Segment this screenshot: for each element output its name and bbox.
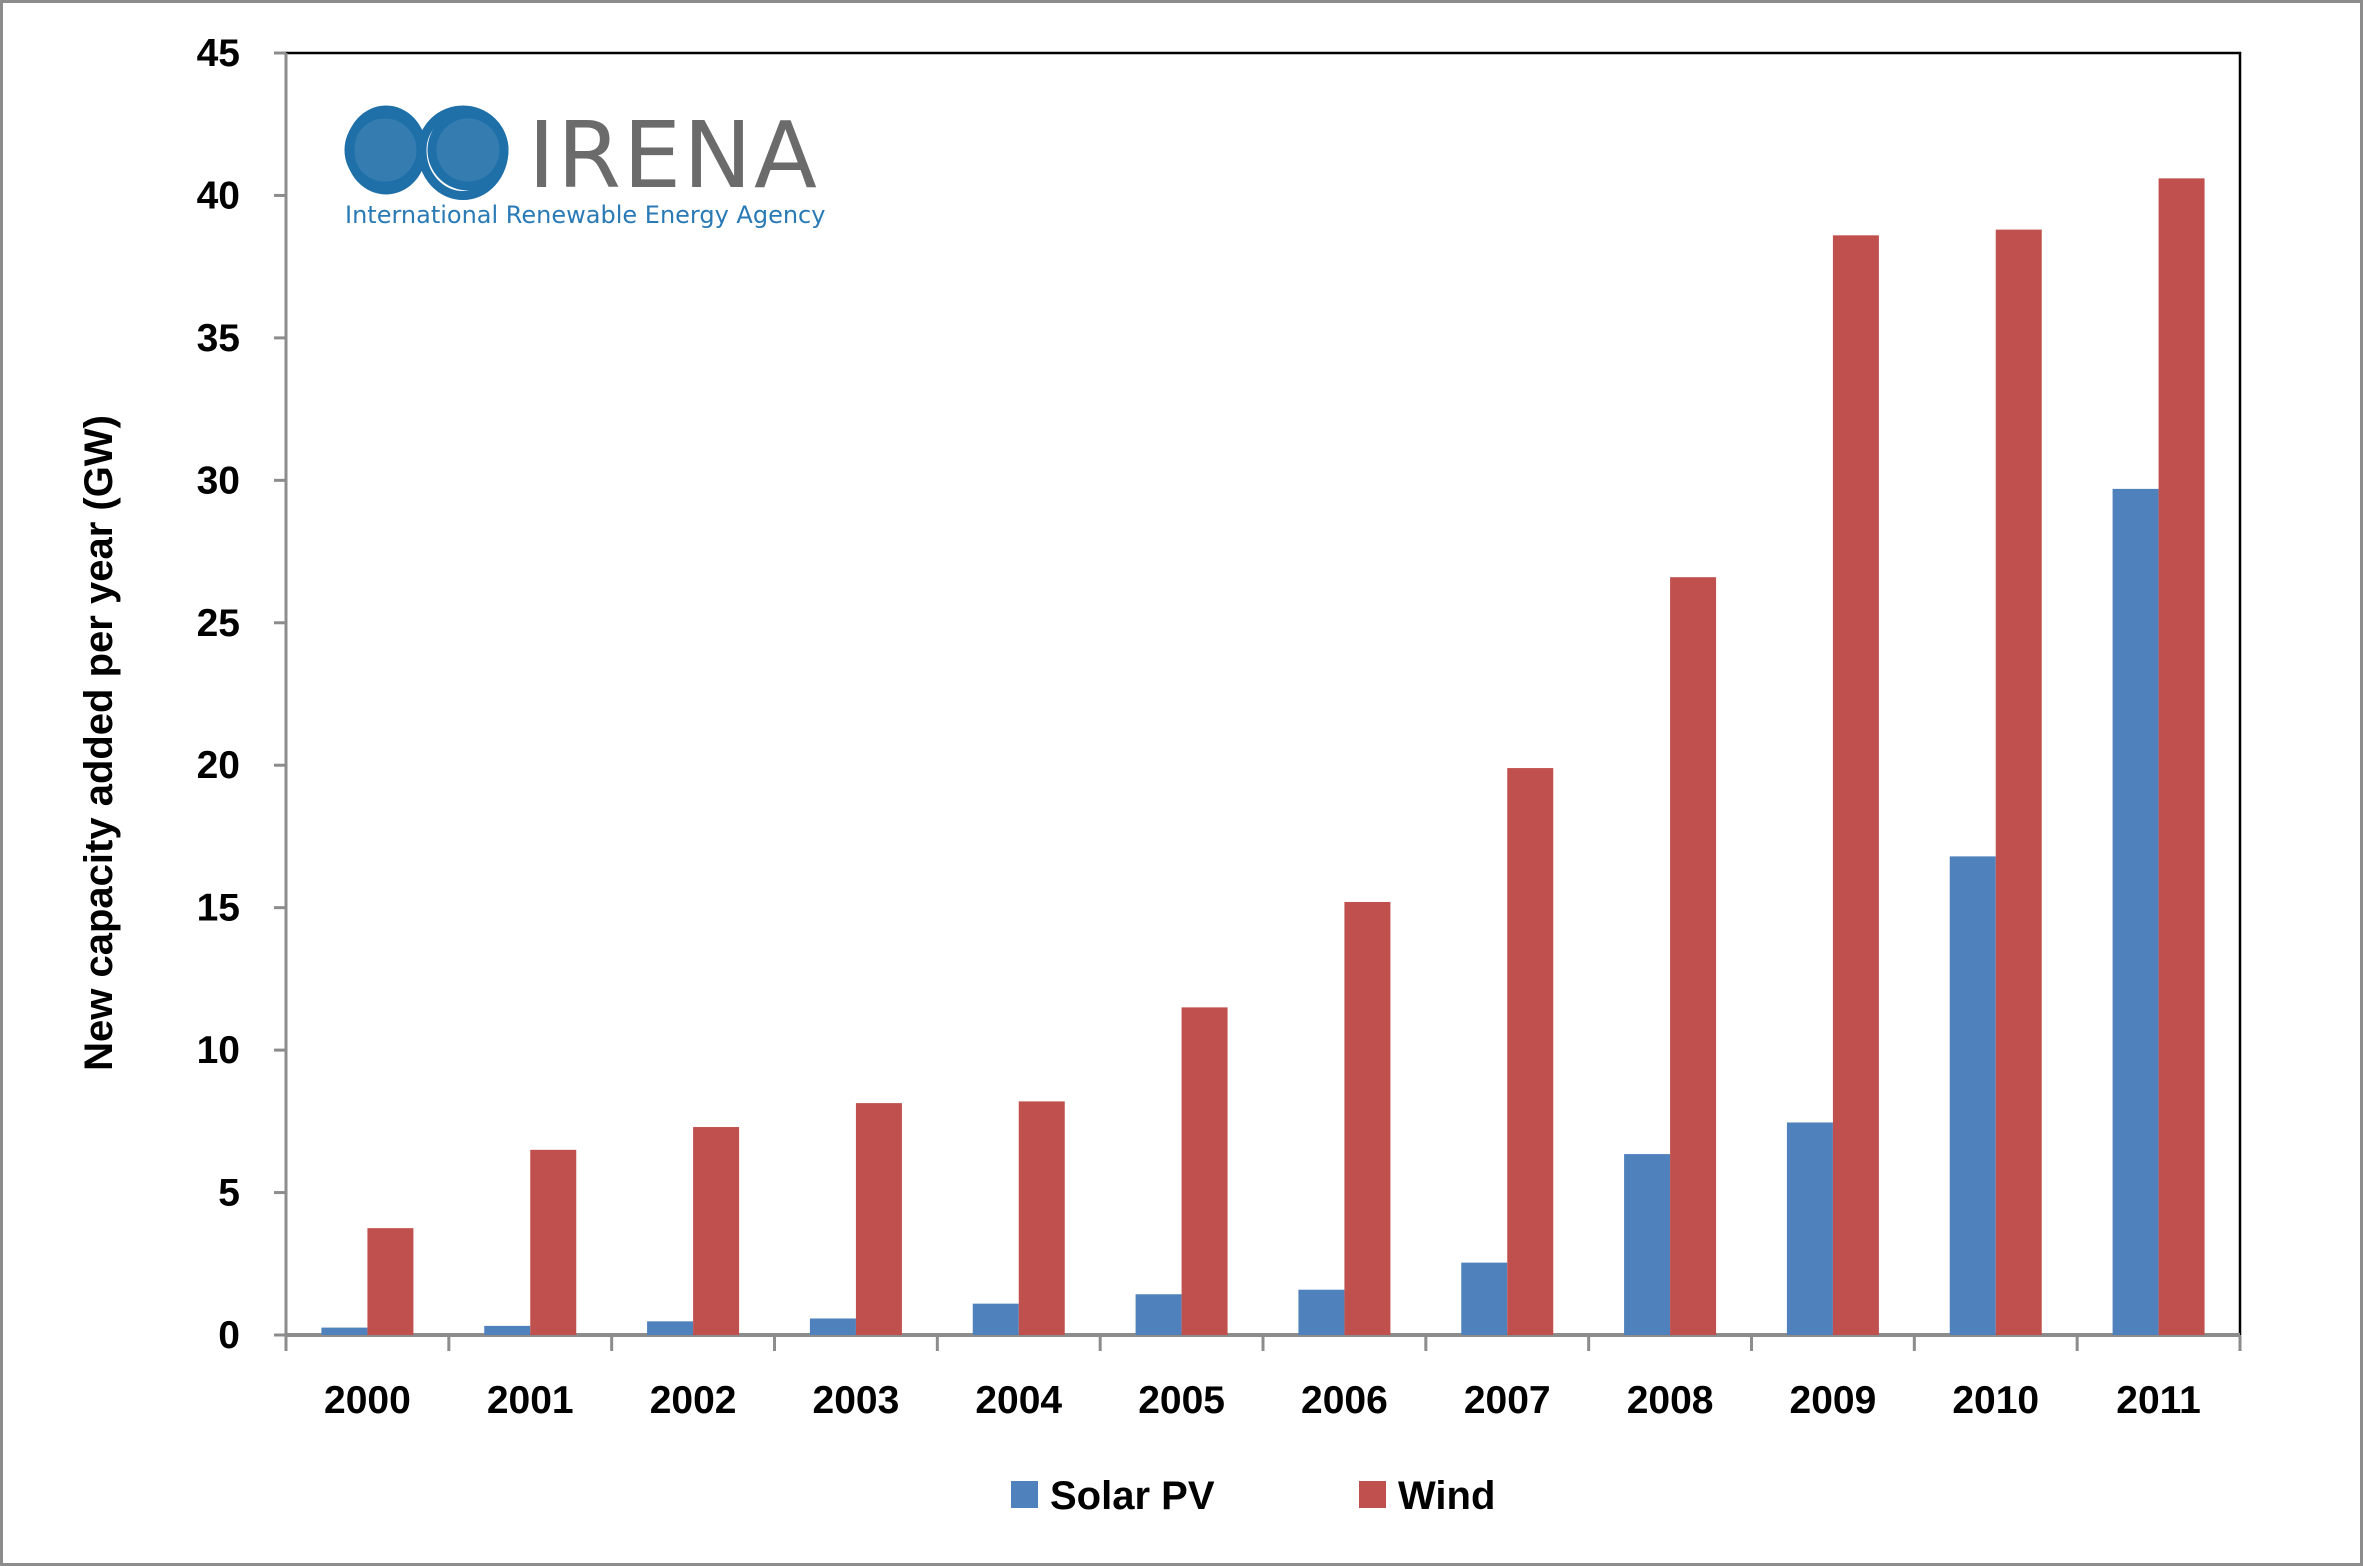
bar-wind-2000 — [367, 1228, 414, 1335]
y-tick-label: 35 — [197, 317, 240, 360]
x-tick-label: 2005 — [1138, 1379, 1225, 1422]
y-tick-label: 40 — [197, 174, 240, 217]
x-axis: 2000 2001 2002 2003 2004 2005 2006 2007 2008 2009… — [284, 1333, 2242, 1422]
x-tick-label: 2000 — [324, 1379, 411, 1422]
y-tick-label: 10 — [197, 1029, 240, 1072]
y-tick-label: 45 — [197, 32, 240, 75]
bar-solar-pv-2009 — [1786, 1122, 1833, 1335]
y-tick-label: 15 — [197, 887, 240, 930]
x-tick-label: 2010 — [1952, 1379, 2039, 1422]
x-tick-label: 2007 — [1464, 1379, 1551, 1422]
globe-infinity-icon — [344, 105, 509, 201]
bar-wind-2011 — [2158, 178, 2205, 1336]
x-tick-label: 2004 — [975, 1379, 1062, 1422]
bar-solar-pv-2003 — [809, 1318, 856, 1335]
bar-wind-2006 — [1344, 901, 1391, 1335]
y-axis: 0 5 10 15 20 25 30 35 40 45 — [197, 32, 288, 1357]
x-tick-label: 2001 — [487, 1379, 574, 1422]
x-tick-label: 2003 — [813, 1379, 900, 1422]
legend-label-wind: Wind — [1398, 1474, 1495, 1518]
y-axis-title: New capacity added per year (GW) — [77, 415, 121, 1071]
irena-logo: IRENA International Renewable Energy Age… — [344, 102, 825, 229]
bar-wind-2001 — [530, 1149, 577, 1335]
bars — [321, 178, 2205, 1336]
legend-swatch-wind — [1359, 1481, 1386, 1508]
bar-solar-pv-2001 — [484, 1325, 531, 1335]
bar-wind-2007 — [1507, 768, 1554, 1335]
bar-solar-pv-2006 — [1298, 1289, 1345, 1335]
x-tick-label: 2008 — [1627, 1379, 1714, 1422]
x-tick-label: 2006 — [1301, 1379, 1388, 1422]
y-tick-label: 0 — [218, 1314, 240, 1357]
x-tick-label: 2009 — [1790, 1379, 1877, 1422]
bar-solar-pv-2008 — [1624, 1154, 1671, 1335]
bar-wind-2010 — [1995, 229, 2042, 1335]
bar-solar-pv-2007 — [1461, 1262, 1508, 1335]
bar-solar-pv-2005 — [1135, 1294, 1182, 1335]
legend-label-solar-pv: Solar PV — [1050, 1474, 1215, 1518]
bar-solar-pv-2011 — [2112, 488, 2159, 1335]
bar-solar-pv-2010 — [1949, 856, 1996, 1335]
y-tick-label: 20 — [197, 744, 240, 787]
x-tick-label: 2002 — [650, 1379, 737, 1422]
bar-wind-2003 — [855, 1103, 902, 1335]
bar-wind-2005 — [1181, 1007, 1228, 1335]
bar-wind-2008 — [1670, 577, 1717, 1335]
legend-swatch-solar-pv — [1011, 1481, 1038, 1508]
y-tick-label: 25 — [197, 602, 240, 645]
logo-subtitle: International Renewable Energy Agency — [345, 201, 825, 229]
bar-wind-2002 — [693, 1127, 740, 1335]
y-tick-label: 30 — [197, 459, 240, 502]
bar-solar-pv-2000 — [321, 1327, 368, 1335]
y-tick-label: 5 — [218, 1172, 240, 1215]
bar-wind-2004 — [1018, 1101, 1065, 1335]
legend: Solar PV Wind — [1011, 1474, 1495, 1518]
bar-solar-pv-2004 — [972, 1303, 1019, 1335]
logo-name: IRENA — [528, 102, 819, 209]
x-tick-label: 2011 — [2116, 1379, 2201, 1422]
bar-solar-pv-2002 — [647, 1321, 694, 1335]
bar-wind-2009 — [1832, 235, 1879, 1336]
